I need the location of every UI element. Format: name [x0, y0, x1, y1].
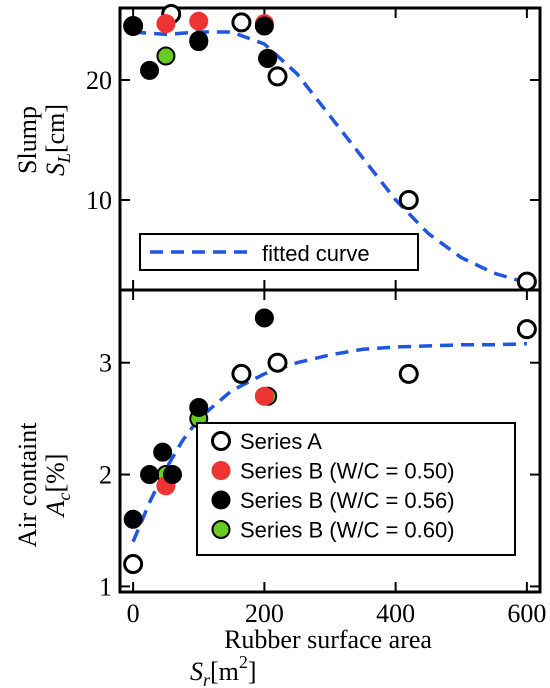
- data-point-a: [267, 352, 288, 373]
- x-tick-label: 400: [376, 599, 415, 628]
- data-point-b056: [258, 48, 278, 68]
- legend-label-fitted: fitted curve: [262, 241, 370, 266]
- y-axis-unit: [%]: [41, 454, 70, 493]
- y-tick-label: 20: [86, 66, 112, 95]
- x-axis-title-line2: Sr[m2]: [190, 652, 257, 688]
- data-point-a: [267, 66, 288, 87]
- legend-box: [139, 233, 419, 271]
- y-axis-title-line1: Slump: [13, 106, 42, 174]
- data-point-b060: [156, 46, 176, 66]
- legend-marker-b060: [211, 520, 231, 539]
- x-axis-sym: S: [190, 657, 203, 686]
- y-tick-label: 10: [86, 186, 112, 215]
- data-point-a: [231, 12, 252, 33]
- x-axis-close: ]: [248, 657, 257, 686]
- fitted-curve: [131, 341, 527, 543]
- data-point-a: [398, 190, 419, 210]
- legend-marker-a: [211, 431, 231, 451]
- data-point-b056: [189, 30, 209, 50]
- y-axis-subscript: L: [54, 153, 74, 164]
- data-point-b056: [163, 465, 182, 485]
- x-axis-title-line1: Rubber surface area: [224, 625, 432, 654]
- y-axis-subscript: c: [54, 493, 74, 501]
- legend-box: [196, 422, 516, 556]
- data-point-b056: [254, 308, 274, 328]
- y-axis-title-bottom: Air containt Ac[%]: [13, 422, 74, 548]
- legend-label-b050: Series B (W/C = 0.50): [240, 459, 455, 484]
- data-point-b056: [254, 16, 274, 36]
- panel-top: 10 20 fitted curve: [86, 4, 542, 292]
- legend-marker-b056: [211, 490, 231, 510]
- data-point-a: [231, 363, 252, 384]
- legend-label-b056: Series B (W/C = 0.56): [240, 488, 455, 513]
- data-point-b050: [254, 386, 274, 406]
- plot-frame: [118, 288, 542, 594]
- data-point-b056: [189, 397, 209, 417]
- data-point-b056: [153, 442, 173, 462]
- data-point-b056: [123, 16, 143, 36]
- x-tick-label: 200: [245, 599, 284, 628]
- data-point-b056: [140, 60, 160, 80]
- data-point-a: [516, 319, 537, 340]
- legend-label-b060: Series B (W/C = 0.60): [240, 518, 455, 543]
- legend-marker-b050: [211, 461, 231, 480]
- legend-top: fitted curve: [139, 233, 419, 271]
- y-axis-title-top: Slump SL[cm]: [13, 104, 74, 176]
- y-axis-symbol: S: [41, 163, 70, 176]
- data-point-a: [398, 363, 419, 384]
- data-point-a: [516, 271, 537, 292]
- data-point-b050: [189, 11, 209, 31]
- y-axis-title-line2: SL[cm]: [41, 104, 74, 176]
- data-point-b056: [140, 465, 160, 485]
- y-axis-symbol: A: [41, 500, 70, 518]
- legend-bottom: Series A Series B (W/C = 0.50) Series B (W…: [196, 422, 516, 556]
- x-axis-sub: r: [203, 670, 211, 688]
- panel-bottom: 1 2 3 0 200 400 600 Series A Series B (W/C = 0.5…: [99, 288, 546, 628]
- x-axis-sup: 2: [239, 652, 248, 672]
- y-axis-title-line2: Ac[%]: [41, 454, 74, 519]
- y-tick-label: 3: [99, 349, 112, 378]
- y-axis-unit: [cm]: [41, 104, 70, 153]
- y-tick-label: 1: [99, 572, 112, 601]
- data-point-b056: [123, 509, 143, 529]
- x-tick-label: 0: [127, 599, 140, 628]
- y-axis-title-line1: Air containt: [13, 422, 42, 548]
- x-tick-label: 600: [507, 599, 546, 628]
- legend-label-a: Series A: [240, 429, 322, 454]
- x-axis-unit: [m: [210, 657, 239, 686]
- data-point-b050: [156, 14, 176, 34]
- y-tick-label: 2: [99, 461, 112, 490]
- data-point-a: [123, 554, 144, 575]
